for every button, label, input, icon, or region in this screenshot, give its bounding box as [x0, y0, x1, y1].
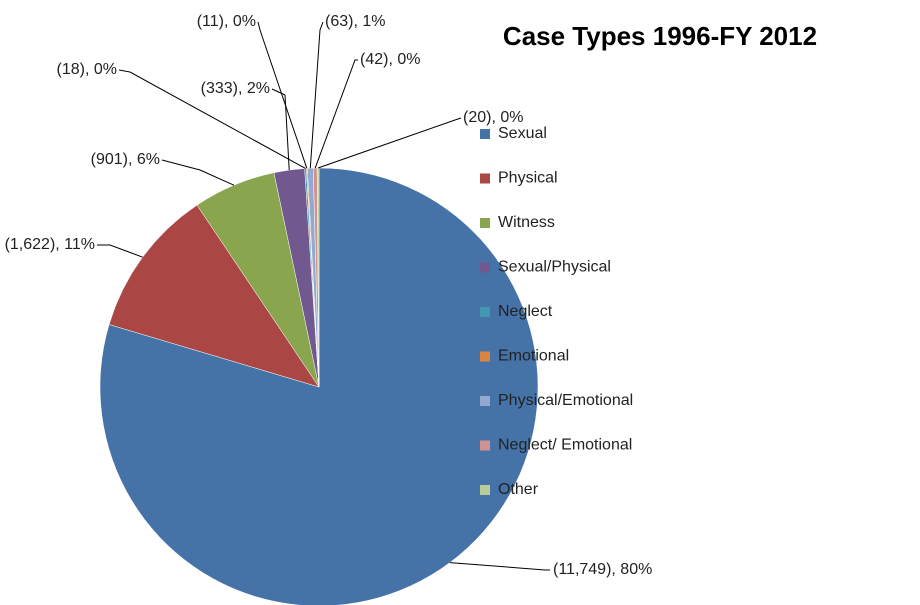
data-label: (18), 0% — [57, 61, 117, 78]
legend-swatch — [480, 307, 490, 317]
leader-line — [161, 159, 235, 186]
leader-line — [97, 244, 143, 258]
legend-label: Emotional — [498, 348, 569, 365]
legend-label: Neglect/ Emotional — [498, 437, 632, 454]
legend-label: Physical/Emotional — [498, 392, 633, 409]
legend-swatch — [480, 351, 490, 362]
data-label: (333), 2% — [201, 80, 270, 97]
legend-label: Sexual/Physical — [498, 259, 611, 276]
pie-slice — [108, 204, 320, 388]
legend-label: Other — [498, 481, 539, 498]
legend-swatch — [480, 440, 490, 451]
leader-line — [271, 88, 290, 171]
leader-line — [314, 59, 358, 169]
data-label: (11), 0% — [197, 13, 256, 30]
legend-swatch — [480, 129, 490, 139]
data-label: (63), 1% — [325, 13, 385, 30]
data-label: (901), 6% — [91, 151, 160, 168]
legend-swatch — [480, 218, 490, 228]
data-label: (1,622), 11% — [5, 236, 95, 253]
leader-line — [309, 21, 324, 169]
leader-line — [449, 562, 550, 571]
data-label: (42), 0% — [360, 51, 420, 68]
legend-swatch — [480, 262, 490, 273]
data-label: (11,749), 80% — [553, 561, 652, 578]
leader-line — [317, 117, 462, 169]
legend-swatch — [480, 173, 490, 184]
leader-line — [118, 69, 306, 169]
chart-title: Case Types 1996-FY 2012 — [503, 21, 817, 51]
legend-label: Physical — [498, 170, 558, 187]
leader-line — [257, 21, 308, 169]
legend-label: Sexual — [498, 125, 547, 142]
legend-swatch — [480, 396, 490, 406]
legend-swatch — [480, 485, 490, 495]
legend-label: Witness — [498, 214, 555, 231]
data-label: (20), 0% — [463, 109, 523, 126]
legend-label: Neglect — [498, 303, 553, 320]
